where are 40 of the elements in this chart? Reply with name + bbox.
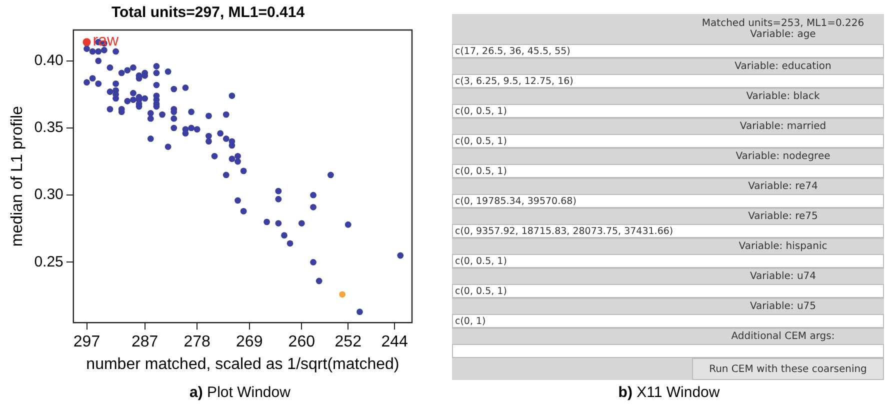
text: Variable: re74	[748, 181, 818, 192]
text: c(0, 9357.92, 18715.83, 28073.75, 37431.66)	[455, 226, 674, 236]
x-axis-title: number matched, scaled as 1/sqrt(matched)	[86, 356, 400, 373]
text: c(0, 0.5, 1)	[455, 286, 507, 296]
chart-title: Total units=297, ML1=0.414	[111, 4, 306, 22]
y-axis-title: median of L1 profile	[9, 106, 26, 247]
y-tick-label: 0.25	[34, 253, 64, 270]
text: Variable: black	[746, 91, 820, 102]
text: Variable: u74	[750, 271, 816, 282]
text: Variable: education	[734, 61, 832, 72]
y-tick-label: 0.30	[34, 186, 64, 204]
text: c(0, 1)	[455, 316, 486, 326]
text: c(17, 26.5, 36, 45.5, 55)	[455, 46, 570, 56]
text: Additional CEM args:	[731, 331, 835, 342]
text: Run CEM with these coarsening	[709, 364, 867, 374]
text: Matched units=253, ML1=0.226	[702, 18, 864, 29]
series-label: raw	[92, 32, 119, 50]
x-tick-label: 278	[184, 334, 211, 351]
text: c(0, 0.5, 1)	[455, 136, 507, 146]
text: Variable: re75	[748, 211, 818, 222]
text: c(0, 0.5, 1)	[455, 256, 507, 266]
text: c(0, 0.5, 1)	[455, 106, 507, 116]
x-tick-label: 260	[288, 334, 316, 351]
text: Variable: u75	[750, 301, 816, 312]
text: Variable: age	[750, 29, 816, 40]
text: Variable: married	[740, 121, 826, 132]
text: c(3, 6.25, 9.5, 12.75, 16)	[455, 76, 574, 86]
text: Variable: nodegree	[736, 151, 830, 162]
x-tick-label: 287	[131, 334, 158, 351]
text: b) X11 Window	[618, 384, 720, 401]
x-tick-label: 269	[236, 334, 263, 351]
x-tick-label: 297	[73, 334, 100, 351]
text: Variable: hispanic	[738, 241, 828, 252]
text: a) Plot Window	[190, 384, 290, 401]
y-tick-label: 0.40	[34, 52, 64, 70]
x-tick-label: 244	[381, 334, 408, 351]
x-tick-label: 252	[334, 334, 362, 351]
y-tick-label: 0.35	[34, 119, 64, 136]
text: c(0, 19785.34, 39570.68)	[455, 196, 576, 206]
text: c(0, 0.5, 1)	[455, 166, 507, 176]
